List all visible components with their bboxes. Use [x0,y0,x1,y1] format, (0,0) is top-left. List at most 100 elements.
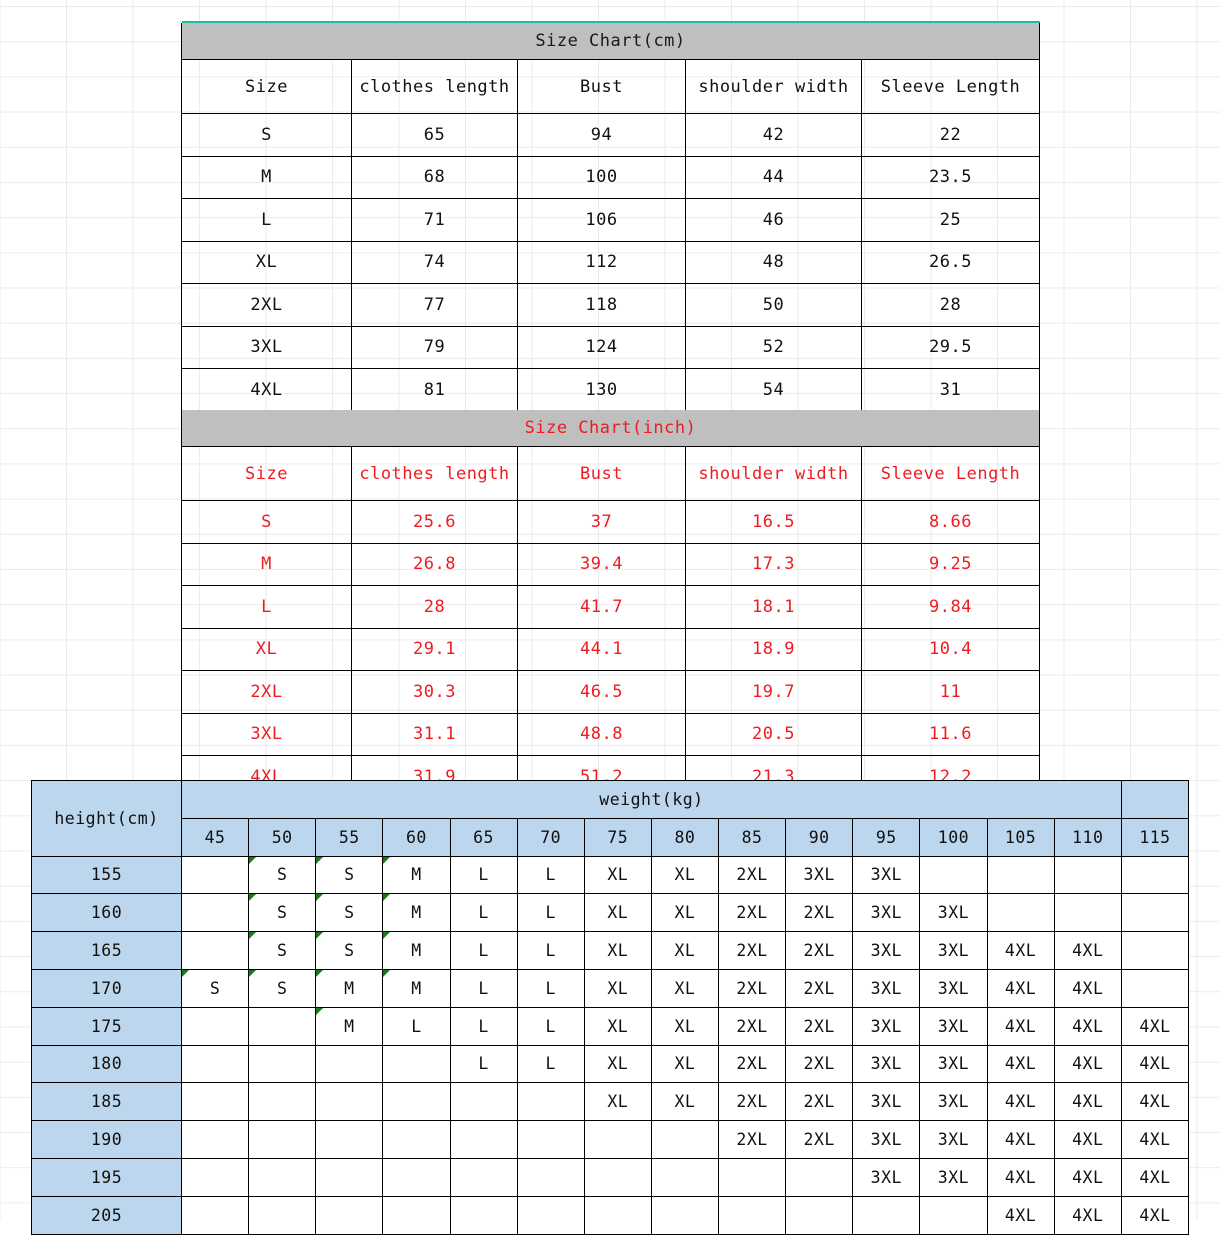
size-label-cell: 3XL [181,325,352,369]
size-recommendation-cell: L [516,1006,585,1046]
size-recommendation-cell: 3XL [919,893,988,933]
empty-cell [180,1195,250,1235]
table-row: M 26.8 39.4 17.3 9.25 [181,542,1040,587]
empty-cell [382,1195,451,1235]
height-row-header-155: 155 [31,855,182,895]
column-header-1: clothes length [351,446,518,502]
empty-cell [248,1120,317,1159]
weight-column-header-50: 50 [248,817,317,857]
size-label-cell: L [181,198,352,242]
size-recommendation-cell: M [382,893,451,933]
measure-cell: 48.8 [517,712,686,757]
size-recommendation-cell: 3XL [919,968,988,1008]
measure-cell: 68 [351,155,518,199]
empty-cell [919,855,988,895]
size-recommendation-cell: 4XL [986,1044,1055,1084]
size-recommendation-cell: 3XL [919,931,988,970]
height-row-header-170: 170 [31,968,182,1008]
measure-cell: 25 [860,198,1041,242]
size-recommendation-cell: M [382,855,451,895]
measure-cell: 31.1 [351,712,518,757]
hw-title-row: height(cm) weight(kg) [31,780,1190,857]
measure-cell: 26.5 [860,240,1041,284]
size-recommendation-cell: 2XL [717,1120,787,1159]
size-recommendation-cell: 4XL [1120,1044,1190,1084]
size-chart-block: Size Chart(cm) Size clothes length Bust sho… [180,23,1041,799]
weight-column-header-95: 95 [852,817,921,857]
size-recommendation-cell: 4XL [986,1120,1055,1159]
measure-cell: 29.5 [860,325,1041,369]
size-label-cell: L [181,585,352,629]
empty-cell [248,1157,317,1197]
size-recommendation-cell: L [449,931,518,970]
height-row-header-195: 195 [31,1157,182,1197]
height-weight-body: height(cm) weight(kg) 45 50 55 60 65 70 75 80 85 90… [31,780,1190,1235]
size-recommendation-cell: 3XL [852,1157,921,1197]
size-recommendation-cell: XL [650,1006,720,1046]
size-recommendation-cell: XL [650,931,720,970]
size-recommendation-cell: 4XL [1120,1157,1190,1197]
size-recommendation-cell: 2XL [717,1006,787,1046]
empty-cell [382,1120,451,1159]
size-recommendation-cell: 4XL [1120,1082,1190,1122]
measure-cell: 9.25 [861,542,1040,587]
empty-cell [180,1044,250,1084]
measure-cell: 71 [351,198,518,242]
weight-column-header-55: 55 [315,817,384,857]
size-recommendation-cell: 4XL [1053,1044,1122,1084]
measure-cell: 10.4 [861,627,1040,672]
measure-cell: 79 [351,325,518,369]
size-recommendation-cell: 3XL [852,1120,921,1159]
weight-axis-title: weight(kg) [181,780,1122,819]
size-chart-inch-title: Size Chart(inch) [181,410,1040,448]
table-title-row: Size Chart(inch) [181,410,1040,448]
size-recommendation-cell: 3XL [919,1157,988,1197]
size-recommendation-cell: 3XL [852,931,921,970]
weight-column-header-65: 65 [449,817,518,857]
size-recommendation-cell: XL [583,1044,652,1084]
empty-cell [919,1195,988,1235]
size-label-cell: S [181,500,352,544]
measure-cell: 11.6 [861,712,1040,757]
table-row: 180 L L XL XL 2XL 2XL 3XL 3XL 4XL 4XL 4XL [31,1044,1190,1084]
empty-cell [180,1157,250,1197]
measure-cell: 41.7 [517,585,686,629]
table-row: 3XL 31.1 48.8 20.5 11.6 [181,712,1040,757]
size-recommendation-cell: 3XL [852,968,921,1008]
empty-cell [1053,855,1122,895]
measure-cell: 44 [685,155,862,199]
empty-cell [248,1082,317,1122]
table-title-row: Size Chart(cm) [180,23,1041,60]
size-label-cell: 2XL [181,283,352,327]
size-recommendation-cell: 3XL [852,1044,921,1084]
empty-cell [516,1195,585,1235]
empty-cell [1120,855,1190,895]
size-recommendation-cell: XL [583,893,652,933]
weight-column-header-75: 75 [583,817,652,857]
empty-cell [180,893,250,933]
measure-cell: 44.1 [517,627,686,672]
table-row: 165 S S M L L XL XL 2XL 2XL 3XL 3XL 4XL 4XL [31,931,1190,970]
empty-cell [717,1195,787,1235]
table-row: 205 4XL 4XL 4XL [31,1195,1190,1235]
size-recommendation-cell: S [248,893,317,933]
measure-cell: 50 [685,283,862,327]
measure-cell: 18.9 [685,627,862,672]
size-recommendation-cell: 4XL [1053,968,1122,1008]
size-recommendation-cell: L [516,855,585,895]
size-recommendation-cell: 3XL [919,1044,988,1084]
measure-cell: 29.1 [351,627,518,672]
weight-column-header-45: 45 [180,817,250,857]
measure-cell: 30.3 [351,670,518,714]
size-recommendation-cell: L [516,893,585,933]
table-row: XL 74 112 48 26.5 [181,240,1041,284]
weight-title-spacer [1120,780,1190,819]
empty-cell [852,1195,921,1235]
empty-cell [449,1082,518,1122]
size-recommendation-cell: 4XL [1053,931,1122,970]
size-recommendation-cell: S [248,931,317,970]
height-row-header-180: 180 [31,1044,182,1084]
height-row-header-175: 175 [31,1006,182,1046]
empty-cell [516,1157,585,1197]
size-recommendation-cell: 2XL [785,968,854,1008]
